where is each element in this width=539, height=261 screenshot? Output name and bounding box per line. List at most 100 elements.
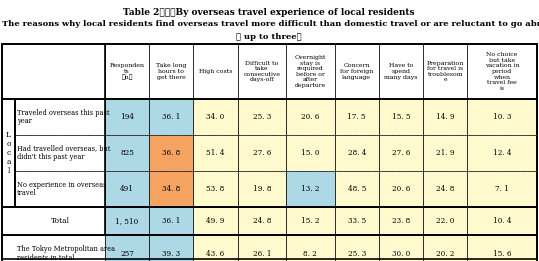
Text: Have to
spend
many days: Have to spend many days — [384, 63, 418, 80]
Bar — [379, 44, 423, 99]
Bar — [423, 171, 467, 207]
Text: 36. 1: 36. 1 — [162, 217, 181, 225]
Text: 20. 6: 20. 6 — [392, 185, 410, 193]
Text: Overnight
stay is
required
before or
after
departure: Overnight stay is required before or aft… — [295, 55, 326, 88]
Bar — [335, 171, 379, 207]
Bar — [194, 135, 238, 171]
Bar — [2, 44, 537, 99]
Bar — [238, 44, 286, 99]
Text: No experience in overseas
travel: No experience in overseas travel — [17, 181, 107, 198]
Text: 43. 6: 43. 6 — [206, 250, 225, 258]
Text: 13. 2: 13. 2 — [301, 185, 320, 193]
Text: 34. 8: 34. 8 — [162, 185, 181, 193]
Bar — [238, 171, 286, 207]
Bar — [2, 44, 105, 99]
Text: 194: 194 — [120, 113, 134, 121]
Bar — [2, 235, 105, 261]
Bar — [149, 171, 194, 207]
Bar — [286, 235, 335, 261]
Text: 10. 4: 10. 4 — [493, 217, 512, 225]
Bar — [335, 99, 379, 135]
Text: High costs: High costs — [199, 69, 232, 74]
Bar — [467, 207, 537, 235]
Text: The reasons why local residents find overseas travel more difficult than domesti: The reasons why local residents find ove… — [2, 20, 539, 28]
Bar — [335, 235, 379, 261]
Bar — [194, 99, 238, 135]
Bar — [194, 235, 238, 261]
Bar — [105, 44, 149, 99]
Bar — [2, 44, 537, 259]
Bar — [423, 207, 467, 235]
Bar — [286, 99, 335, 135]
Text: 26. 1: 26. 1 — [253, 250, 271, 258]
Text: 12. 4: 12. 4 — [493, 149, 512, 157]
Bar — [105, 99, 149, 135]
Bar — [238, 135, 286, 171]
Text: 33. 5: 33. 5 — [348, 217, 366, 225]
Bar — [467, 44, 537, 99]
Text: （ up to three）: （ up to three） — [236, 33, 302, 41]
Bar — [423, 235, 467, 261]
Text: 24. 8: 24. 8 — [253, 217, 271, 225]
Bar — [105, 135, 149, 171]
Text: 24. 8: 24. 8 — [436, 185, 454, 193]
Text: Difficult to
take
consecutive
days-off: Difficult to take consecutive days-off — [244, 61, 280, 82]
Bar — [149, 135, 194, 171]
Bar — [238, 235, 286, 261]
Bar — [286, 171, 335, 207]
Bar — [15, 135, 105, 171]
Bar — [15, 171, 105, 207]
Bar — [194, 44, 238, 99]
Bar — [238, 207, 286, 235]
Text: 27. 6: 27. 6 — [392, 149, 410, 157]
Bar — [149, 99, 194, 135]
Bar — [467, 235, 537, 261]
Text: No choice
but take
vacation in
period
when
travel fee
is: No choice but take vacation in period wh… — [485, 52, 520, 91]
Text: 21. 9: 21. 9 — [436, 149, 454, 157]
Bar — [423, 99, 467, 135]
Bar — [2, 99, 15, 207]
Text: 1, 510: 1, 510 — [115, 217, 139, 225]
Text: 30. 0: 30. 0 — [392, 250, 410, 258]
Text: 10. 3: 10. 3 — [493, 113, 512, 121]
Bar — [2, 235, 537, 261]
Text: 20. 2: 20. 2 — [436, 250, 454, 258]
Bar — [2, 99, 537, 207]
Text: 25. 3: 25. 3 — [253, 113, 271, 121]
Text: 22. 0: 22. 0 — [436, 217, 454, 225]
Text: 491: 491 — [120, 185, 134, 193]
Text: The Tokyo Metropolitan area
residents in total: The Tokyo Metropolitan area residents in… — [17, 245, 115, 261]
Text: 7. 1: 7. 1 — [495, 185, 509, 193]
Text: 15. 2: 15. 2 — [301, 217, 320, 225]
Text: Responden
ts
（n）: Responden ts （n） — [109, 63, 144, 80]
Bar — [335, 135, 379, 171]
Text: 15. 0: 15. 0 — [301, 149, 320, 157]
Text: Take long
hours to
get there: Take long hours to get there — [156, 63, 186, 80]
Text: 27. 6: 27. 6 — [253, 149, 271, 157]
Bar — [105, 171, 149, 207]
Text: 34. 0: 34. 0 — [206, 113, 225, 121]
Text: Total: Total — [51, 217, 70, 225]
Bar — [194, 171, 238, 207]
Bar — [194, 207, 238, 235]
Bar — [379, 135, 423, 171]
Text: 825: 825 — [120, 149, 134, 157]
Text: 53. 8: 53. 8 — [206, 185, 225, 193]
Text: 28. 4: 28. 4 — [348, 149, 366, 157]
Text: 19. 8: 19. 8 — [253, 185, 271, 193]
Text: Table 2：　　By overseas travel experience of local residents: Table 2： By overseas travel experience o… — [123, 8, 414, 17]
Bar — [335, 44, 379, 99]
Text: 20. 6: 20. 6 — [301, 113, 320, 121]
Text: 36. 1: 36. 1 — [162, 113, 181, 121]
Text: 36. 8: 36. 8 — [162, 149, 181, 157]
Bar — [467, 171, 537, 207]
Bar — [149, 44, 194, 99]
Bar — [286, 44, 335, 99]
Bar — [379, 235, 423, 261]
Bar — [467, 99, 537, 135]
Bar — [286, 207, 335, 235]
Bar — [238, 99, 286, 135]
Text: 23. 8: 23. 8 — [392, 217, 410, 225]
Text: 15. 5: 15. 5 — [392, 113, 410, 121]
Bar — [335, 207, 379, 235]
